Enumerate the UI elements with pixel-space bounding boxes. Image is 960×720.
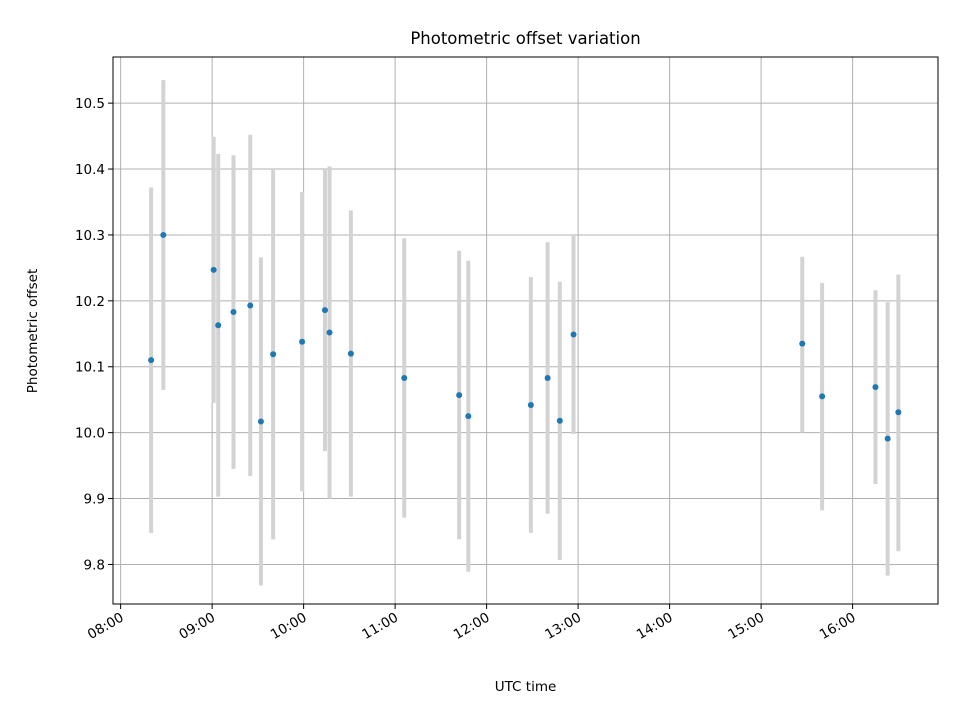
data-point [321, 307, 328, 314]
x-axis-label: UTC time [495, 679, 557, 695]
data-point [819, 393, 826, 400]
y-tick-label: 10.1 [75, 360, 105, 376]
y-tick-label: 9.8 [84, 557, 105, 573]
data-point [527, 401, 534, 408]
y-tick-label: 10.2 [75, 294, 105, 310]
data-point [247, 302, 254, 309]
data-point [299, 338, 306, 345]
data-point [570, 331, 577, 338]
plot-frame [112, 56, 939, 605]
data-point [872, 384, 879, 391]
data-point [210, 266, 217, 273]
data-point [347, 350, 354, 357]
data-point [215, 322, 222, 329]
data-point [884, 435, 891, 442]
chart-title: Photometric offset variation [410, 29, 640, 48]
y-tick-label: 10.3 [75, 228, 105, 244]
data-point [257, 418, 264, 425]
y-tick-label: 10.4 [75, 162, 105, 178]
data-point [556, 417, 563, 424]
y-tick-label: 9.9 [84, 492, 105, 508]
data-point [270, 351, 277, 358]
grid-layer [113, 57, 938, 604]
y-tick-label: 10.5 [75, 96, 105, 112]
data-point [230, 309, 237, 316]
data-point [456, 392, 463, 399]
data-point [326, 329, 333, 336]
y-tick-label: 10.0 [75, 426, 105, 442]
y-axis-label: Photometric offset [25, 269, 41, 393]
data-point [544, 374, 551, 381]
data-point [895, 409, 902, 416]
data-point [465, 413, 472, 420]
data-point [401, 374, 408, 381]
data-point [148, 357, 155, 364]
marker-layer [148, 231, 902, 442]
data-point [160, 231, 167, 238]
data-point [799, 340, 806, 347]
